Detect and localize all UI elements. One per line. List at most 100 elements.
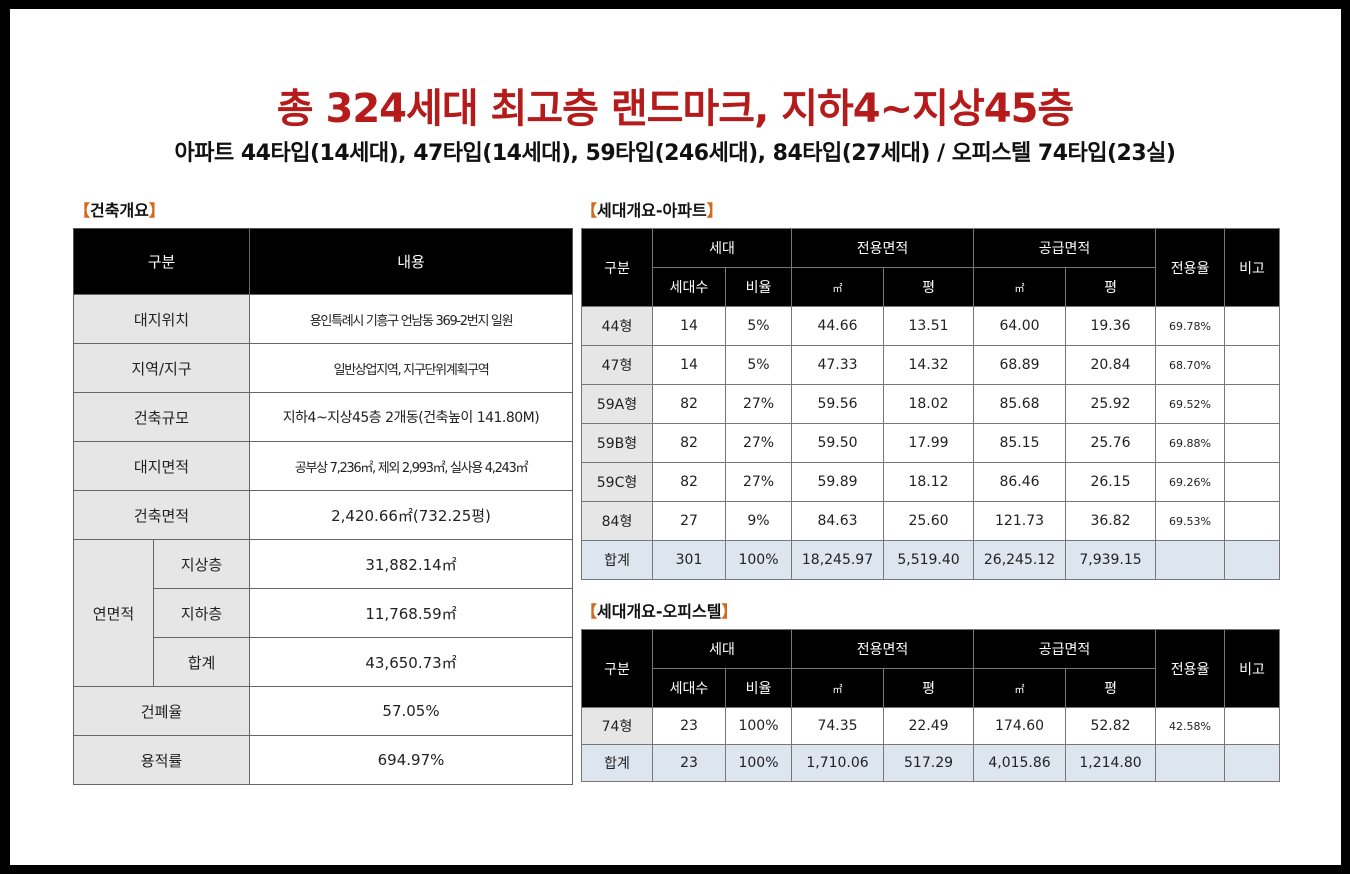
table-row: 59B형 82 27% 59.50 17.99 85.15 25.76 69.8… bbox=[581, 423, 1281, 463]
zone-value: 일반상업지역, 지구단위계획구역 bbox=[249, 343, 574, 393]
row-note bbox=[1224, 501, 1281, 541]
row-sup-pyeong: 26.15 bbox=[1065, 462, 1157, 502]
row-note bbox=[1224, 345, 1281, 385]
building-overview-table: 구분 내용 대지위치 용인특례시 기흥구 언남동 369-2번지 일원 지역/지… bbox=[72, 228, 574, 785]
row-share: 100% bbox=[724, 707, 793, 745]
row-count: 82 bbox=[652, 462, 726, 502]
header-share: 비율 bbox=[724, 267, 793, 307]
table-header-row: 구분 내용 bbox=[73, 228, 573, 295]
header-supply-area: 공급면적 bbox=[973, 228, 1157, 268]
row-sup-pyeong: 20.84 bbox=[1065, 345, 1157, 385]
coverage-label: 건폐율 bbox=[72, 686, 251, 736]
row-ex-pyeong: 13.51 bbox=[883, 306, 975, 346]
below-ground-label: 지하층 bbox=[152, 588, 251, 638]
row-ratio: 68.70% bbox=[1155, 345, 1226, 385]
table-row: 연면적 지상층 31,882.14㎡ bbox=[73, 539, 574, 687]
table-row: 용적률 694.97% bbox=[72, 735, 574, 785]
site-area-value: 공부상 7,236㎡, 제외 2,993㎡, 실사용 4,243㎡ bbox=[249, 441, 574, 491]
row-ex-m2: 59.56 bbox=[791, 384, 885, 424]
row-ratio: 69.53% bbox=[1155, 501, 1226, 541]
scale-value: 지하4~지상45층 2개동(건축높이 141.80M) bbox=[249, 392, 574, 442]
header-ratio: 전용율 bbox=[1155, 228, 1226, 307]
table-header-row: 구분 세대 전용면적 공급면적 전용율 비고 bbox=[581, 228, 1281, 307]
header-note: 비고 bbox=[1224, 629, 1281, 708]
total-ex-m2: 18,245.97 bbox=[791, 540, 885, 580]
table-row: 59A형 82 27% 59.56 18.02 85.68 25.92 69.5… bbox=[581, 384, 1281, 424]
row-share: 27% bbox=[724, 462, 793, 502]
row-sup-pyeong: 36.82 bbox=[1065, 501, 1157, 541]
building-heading: 【건축개요】 bbox=[74, 201, 165, 220]
row-ex-pyeong: 14.32 bbox=[883, 345, 975, 385]
header-exclusive-area: 전용면적 bbox=[791, 228, 975, 268]
page-subtitle: 아파트 44타입(14세대), 47타입(14세대), 59타입(246세대),… bbox=[174, 141, 1176, 166]
header-sup-m2: ㎡ bbox=[973, 267, 1067, 307]
total-row: 합계 23 100% 1,710.06 517.29 4,015.86 1,21… bbox=[581, 744, 1281, 782]
row-ex-m2: 74.35 bbox=[791, 707, 885, 745]
row-note bbox=[1224, 707, 1281, 745]
row-type: 59B형 bbox=[581, 423, 653, 463]
total-share: 100% bbox=[724, 540, 793, 580]
row-sup-pyeong: 25.92 bbox=[1065, 384, 1157, 424]
building-area-label: 건축면적 bbox=[72, 490, 251, 540]
table-subheader-row: 세대수 비율 ㎡ 평 ㎡ 평 bbox=[582, 267, 1280, 307]
site-location-label: 대지위치 bbox=[72, 294, 251, 344]
row-sup-m2: 85.68 bbox=[973, 384, 1067, 424]
row-note bbox=[1224, 462, 1281, 502]
row-count: 14 bbox=[652, 306, 726, 346]
row-share: 27% bbox=[724, 384, 793, 424]
header-ratio: 전용율 bbox=[1155, 629, 1226, 708]
total-ex-m2: 1,710.06 bbox=[791, 744, 885, 782]
row-note bbox=[1224, 384, 1281, 424]
row-sup-pyeong: 25.76 bbox=[1065, 423, 1157, 463]
row-type: 44형 bbox=[581, 306, 653, 346]
apartment-table: 구분 세대 전용면적 공급면적 전용율 비고 세대수 비율 ㎡ 평 ㎡ 평 44… bbox=[581, 228, 1281, 580]
table-row: 건폐율 57.05% bbox=[72, 686, 574, 736]
officetel-heading: 【세대개요-오피스텔】 bbox=[581, 602, 738, 621]
row-share: 5% bbox=[724, 306, 793, 346]
table-row: 대지면적 공부상 7,236㎡, 제외 2,993㎡, 실사용 4,243㎡ bbox=[72, 441, 574, 491]
row-sup-pyeong: 52.82 bbox=[1065, 707, 1157, 745]
row-ex-m2: 47.33 bbox=[791, 345, 885, 385]
row-type: 59C형 bbox=[581, 462, 653, 502]
header-sup-pyeong: 평 bbox=[1065, 267, 1157, 307]
far-label: 용적률 bbox=[72, 735, 251, 785]
header-exclusive-area: 전용면적 bbox=[791, 629, 975, 669]
site-location-value: 용인특례시 기흥구 언남동 369-2번지 일원 bbox=[249, 294, 574, 344]
row-type: 59A형 bbox=[581, 384, 653, 424]
above-ground-value: 31,882.14㎡ bbox=[249, 539, 574, 589]
header-ex-m2: ㎡ bbox=[791, 267, 885, 307]
total-row: 합계 301 100% 18,245.97 5,519.40 26,245.12… bbox=[581, 540, 1281, 580]
table-row: 합계 43,650.73㎡ bbox=[74, 637, 574, 687]
total-ex-pyeong: 5,519.40 bbox=[883, 540, 975, 580]
row-sup-pyeong: 19.36 bbox=[1065, 306, 1157, 346]
table-row: 대지위치 용인특례시 기흥구 언남동 369-2번지 일원 bbox=[72, 294, 574, 344]
apartment-heading: 【세대개요-아파트】 bbox=[581, 201, 723, 220]
floor-area-label: 연면적 bbox=[73, 539, 154, 687]
scale-label: 건축규모 bbox=[72, 392, 251, 442]
row-ratio: 69.26% bbox=[1155, 462, 1226, 502]
row-sup-m2: 174.60 bbox=[973, 707, 1067, 745]
header-type: 구분 bbox=[581, 629, 653, 708]
total-sup-pyeong: 1,214.80 bbox=[1065, 744, 1157, 782]
coverage-value: 57.05% bbox=[249, 686, 574, 736]
row-type: 84형 bbox=[581, 501, 653, 541]
row-sup-m2: 85.15 bbox=[973, 423, 1067, 463]
row-ratio: 69.52% bbox=[1155, 384, 1226, 424]
floor-total-label: 합계 bbox=[152, 637, 251, 687]
total-ratio bbox=[1155, 540, 1226, 580]
total-type: 합계 bbox=[581, 744, 653, 782]
total-type: 합계 bbox=[581, 540, 653, 580]
header-ex-pyeong: 평 bbox=[883, 668, 975, 708]
table-row: 지역/지구 일반상업지역, 지구단위계획구역 bbox=[72, 343, 574, 393]
table-header-row: 구분 세대 전용면적 공급면적 전용율 비고 bbox=[581, 629, 1281, 708]
total-ratio bbox=[1155, 744, 1226, 782]
header-ex-m2: ㎡ bbox=[791, 668, 885, 708]
page-title: 총 324세대 최고층 랜드마크, 지하4~지상45층 bbox=[276, 86, 1074, 132]
row-ex-m2: 84.63 bbox=[791, 501, 885, 541]
row-ex-m2: 59.89 bbox=[791, 462, 885, 502]
row-sup-m2: 121.73 bbox=[973, 501, 1067, 541]
row-note bbox=[1224, 306, 1281, 346]
building-heading-text: 건축개요 bbox=[90, 201, 149, 220]
header-share: 비율 bbox=[724, 668, 793, 708]
row-ex-pyeong: 25.60 bbox=[883, 501, 975, 541]
